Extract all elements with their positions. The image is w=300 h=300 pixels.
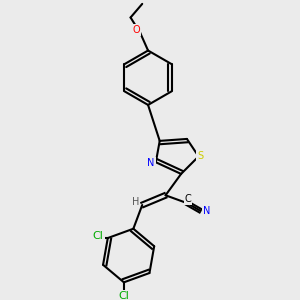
Text: Cl: Cl	[93, 231, 104, 241]
Text: C: C	[184, 194, 191, 204]
Text: S: S	[197, 152, 204, 161]
Text: N: N	[147, 158, 155, 168]
Text: N: N	[203, 206, 210, 216]
Text: O: O	[133, 25, 140, 35]
Text: Cl: Cl	[118, 291, 129, 300]
Text: H: H	[132, 197, 139, 207]
